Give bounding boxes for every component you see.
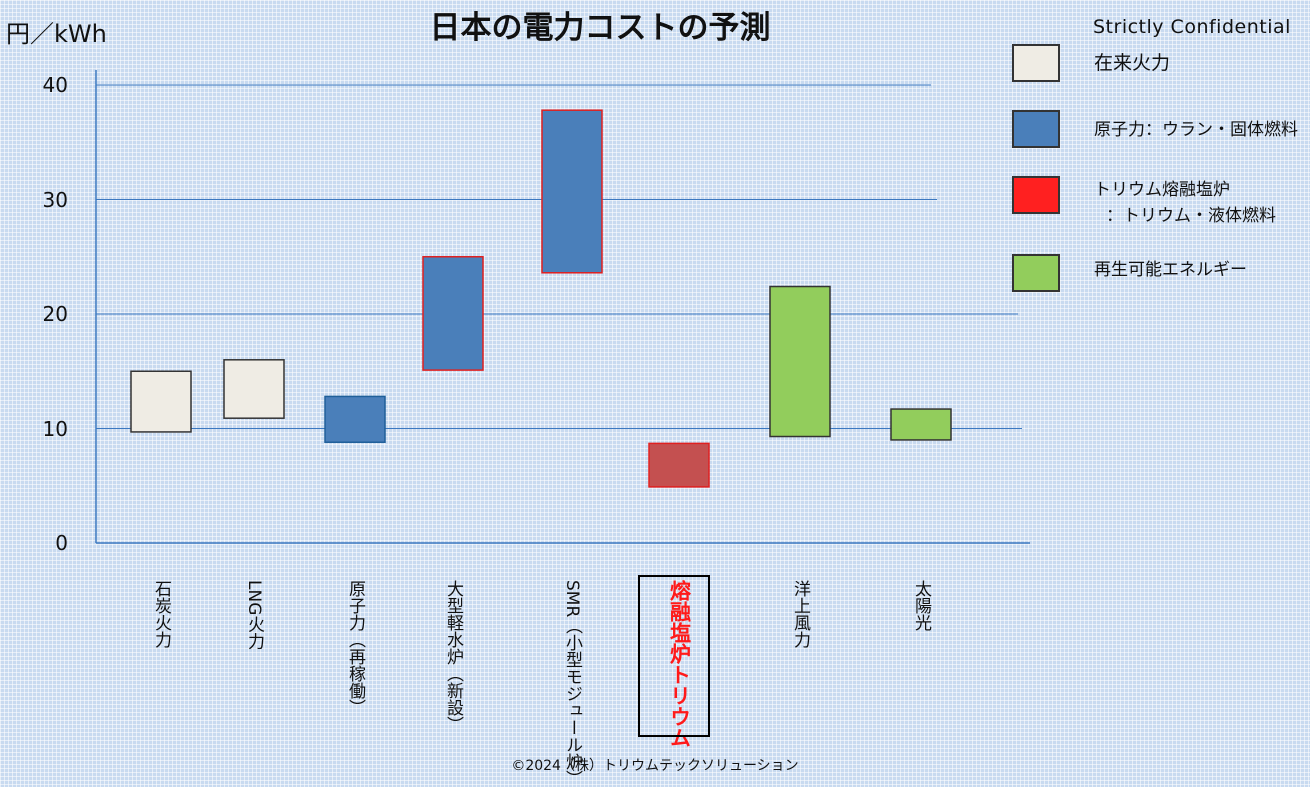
x-tick-label-line: （再稼働） (345, 631, 365, 716)
x-tick-label: 太陽光 (910, 580, 932, 631)
bar-5 (648, 442, 710, 488)
x-tick-label-line: 熔融塩炉 (667, 580, 692, 664)
y-tick-label: 30 (42, 187, 68, 212)
x-tick-label: LNG火力 (243, 580, 265, 649)
x-tick-label-line: LNG火力 (244, 580, 264, 650)
x-tick-label: 洋上風力 (789, 580, 811, 648)
legend-swatch-renewable (1012, 254, 1060, 292)
legend-label-conventional: 在来火力 (1094, 52, 1171, 74)
legend-label-thorium: トリウム熔融塩炉 (1094, 180, 1230, 200)
legend-label-thorium-sub: ：トリウム・液体燃料 (1106, 206, 1276, 226)
x-tick-label: SMR（小型モジュール炉） (561, 580, 583, 787)
bar-2 (324, 395, 386, 443)
chart-title: 日本の電力コストの予測 (429, 10, 771, 46)
y-tick-label: 40 (42, 73, 68, 97)
x-tick-label-line: （小型モジュール炉） (562, 617, 582, 787)
highlight-frame (638, 575, 710, 737)
x-tick-label-line: 大型軽水炉 (443, 580, 463, 665)
y-tick-label: 20 (42, 302, 68, 326)
confidential-label: Strictly Confidential (1093, 16, 1291, 38)
x-tick-label-line: 洋上風力 (790, 580, 810, 648)
x-tick-label-line: トリウム (667, 664, 692, 748)
bar-1 (223, 359, 285, 419)
x-tick-label-line: 原子力 (345, 580, 365, 631)
y-axis-unit: 円／kWh (6, 20, 107, 48)
bar-4 (541, 109, 603, 274)
x-tick-label-line: （新設） (443, 665, 463, 733)
x-tick-label: 石炭火力 (150, 580, 172, 648)
x-tick-label-line: 石炭火力 (151, 580, 171, 648)
y-tick-label: 0 (55, 531, 68, 555)
bar-3 (422, 256, 484, 371)
legend-swatch-thorium (1012, 176, 1060, 214)
copyright: ©2024（株）トリウムテックソリューション (511, 758, 799, 774)
bar-6 (769, 285, 831, 438)
bar-0 (130, 370, 192, 433)
x-tick-label-line: 太陽光 (911, 580, 931, 631)
legend-swatch-conventional (1012, 44, 1060, 82)
bar-7 (890, 408, 952, 441)
x-tick-label: 大型軽水炉（新設） (442, 580, 464, 733)
legend-swatch-nuclear (1012, 110, 1060, 148)
legend-label-renewable: 再生可能エネルギー (1094, 260, 1247, 280)
legend-label-nuclear: 原子力：ウラン・固体燃料 (1094, 120, 1298, 140)
x-tick-label: 原子力（再稼働） (344, 580, 366, 716)
x-tick-label-line: SMR (562, 580, 582, 618)
y-tick-label: 10 (42, 416, 68, 441)
x-tick-label: 熔融塩炉トリウム (667, 580, 692, 748)
